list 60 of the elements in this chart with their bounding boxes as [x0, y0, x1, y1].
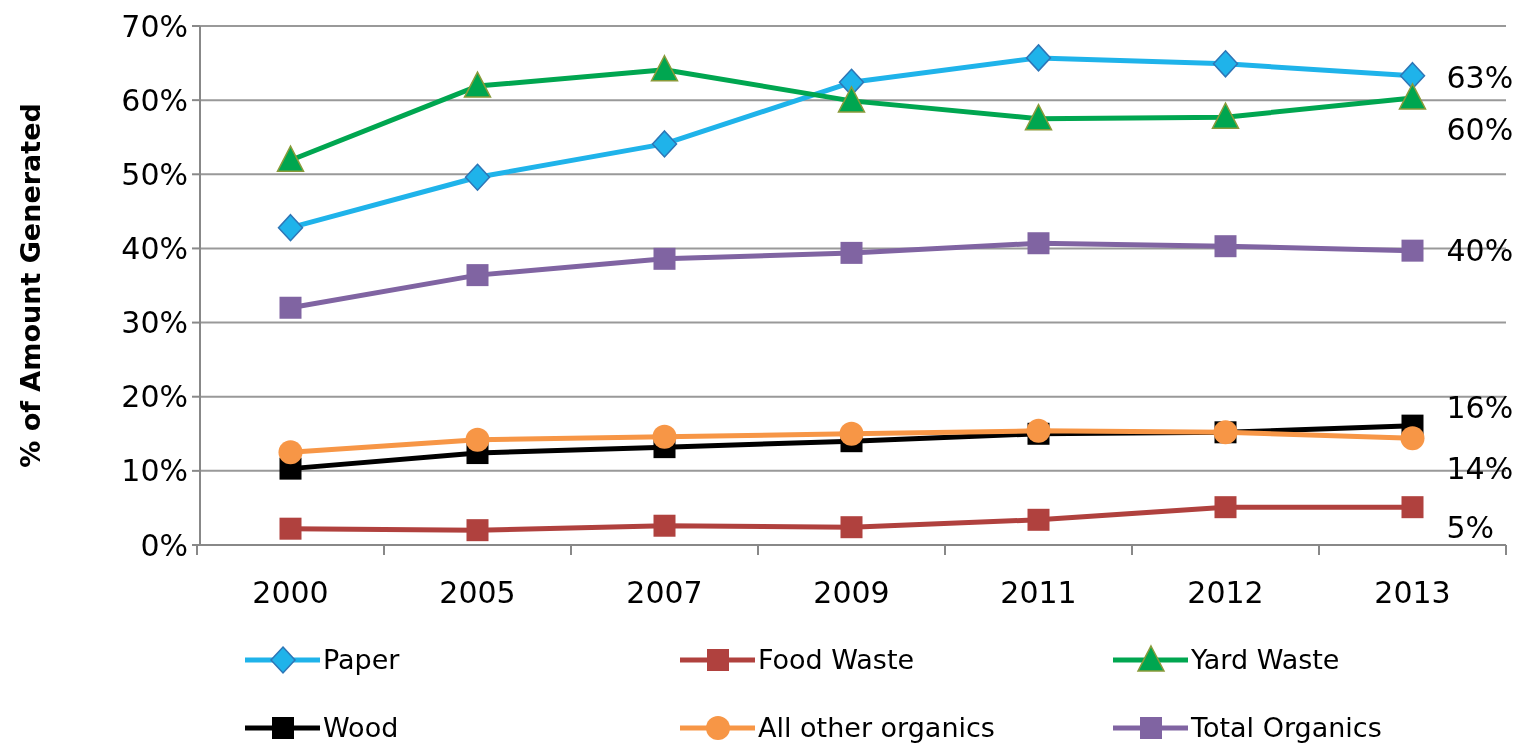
point	[463, 71, 492, 98]
data-label: 5%	[1446, 509, 1495, 545]
point	[837, 86, 866, 113]
point	[1398, 83, 1427, 110]
x-tick-label: 2007	[626, 575, 703, 610]
data-label: 14%	[1446, 450, 1514, 486]
point	[279, 296, 302, 319]
legend-label: All other organics	[758, 712, 995, 744]
legend-label: Total Organics	[1190, 712, 1382, 744]
point	[465, 427, 490, 452]
x-tick-label: 2011	[1000, 575, 1077, 610]
point	[1214, 235, 1237, 258]
y-tick-label: 60%	[121, 82, 188, 118]
y-tick-label: 30%	[121, 305, 188, 341]
y-tick-label: 40%	[121, 230, 188, 266]
point	[1399, 61, 1426, 90]
point	[1027, 232, 1050, 255]
point	[650, 54, 679, 82]
legend-label: Food Waste	[758, 644, 915, 676]
data-label: 40%	[1446, 233, 1514, 269]
data-label: 63%	[1446, 60, 1514, 96]
point	[840, 241, 863, 264]
point	[279, 517, 302, 540]
point	[277, 213, 304, 242]
point	[466, 519, 489, 542]
y-axis-title: % of Amount Generated	[15, 103, 46, 468]
x-tick-label: 2013	[1374, 575, 1451, 610]
legend-label: Paper	[323, 644, 401, 676]
point	[1212, 50, 1239, 78]
point	[466, 264, 489, 287]
point	[653, 514, 676, 537]
x-tick-label: 2000	[252, 575, 329, 610]
point	[1214, 496, 1237, 519]
x-tick-label: 2005	[439, 575, 516, 610]
point	[1027, 508, 1050, 531]
point	[1401, 239, 1424, 262]
legend-label: Yard Waste	[1190, 644, 1340, 676]
data-label: 60%	[1446, 112, 1514, 148]
point	[464, 163, 491, 191]
point	[1400, 426, 1425, 451]
point	[276, 145, 305, 172]
data-label: 16%	[1446, 390, 1514, 426]
point	[653, 247, 676, 270]
x-tick-label: 2012	[1187, 575, 1264, 610]
point	[278, 440, 303, 465]
y-tick-label: 20%	[121, 379, 188, 415]
point	[1024, 103, 1053, 131]
x-tick-label: 2009	[813, 575, 890, 610]
point	[840, 516, 863, 539]
point	[1401, 496, 1424, 519]
point	[1025, 44, 1052, 72]
point	[652, 424, 677, 449]
point	[1211, 102, 1240, 129]
y-tick-label: 50%	[121, 156, 188, 192]
y-tick-label: 10%	[121, 453, 188, 489]
point	[839, 421, 864, 446]
legend-label: Wood	[323, 712, 399, 744]
y-tick-label: 0%	[140, 527, 188, 563]
point	[651, 130, 678, 158]
y-tick-label: 70%	[121, 8, 188, 44]
